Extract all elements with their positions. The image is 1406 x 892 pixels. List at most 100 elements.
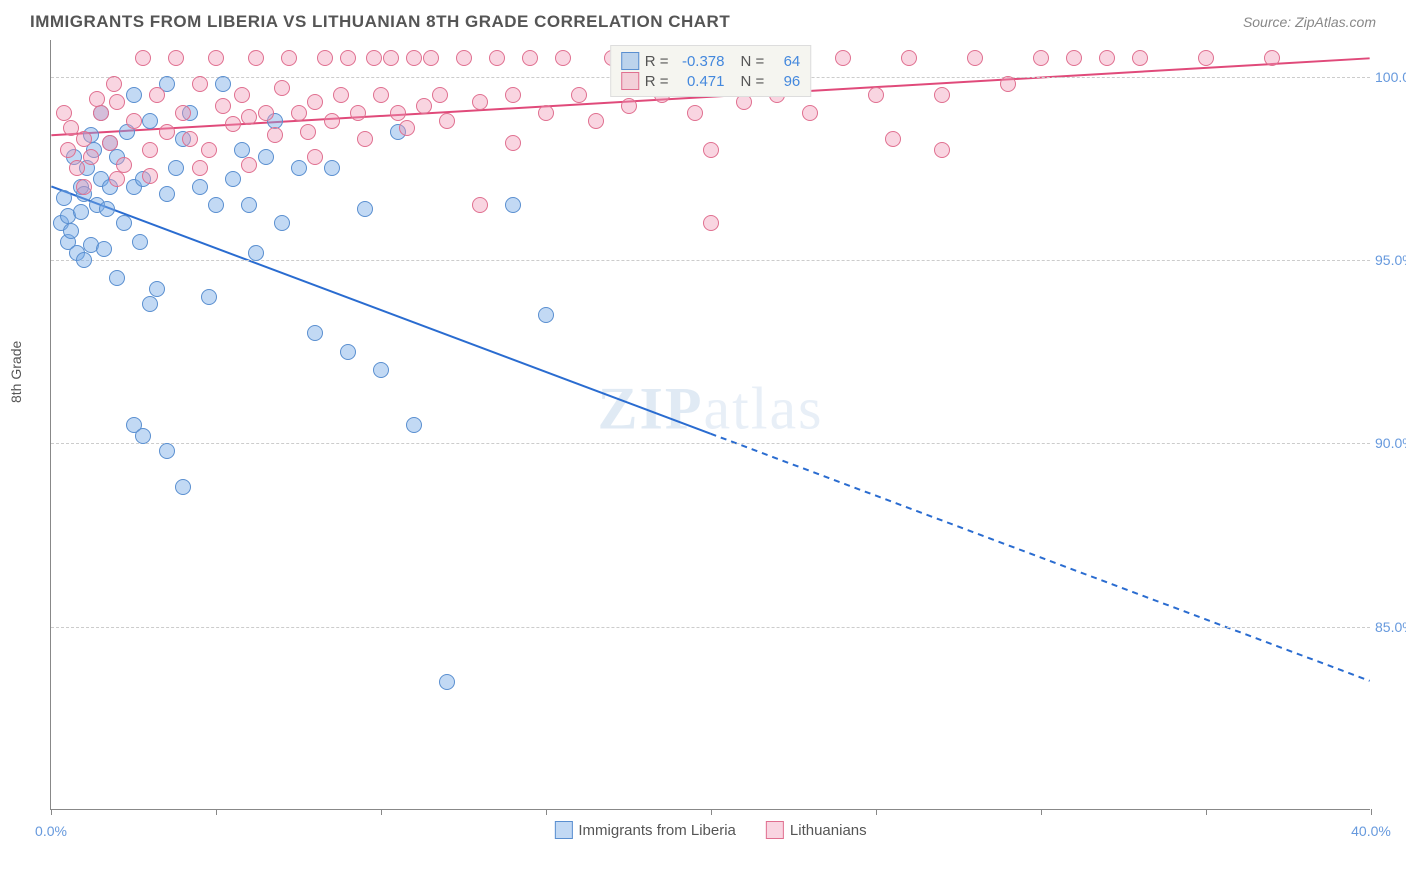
data-point — [373, 362, 389, 378]
data-point — [307, 94, 323, 110]
legend-swatch — [621, 72, 639, 90]
data-point — [703, 215, 719, 231]
y-axis-label: 8th Grade — [8, 340, 24, 402]
data-point — [307, 149, 323, 165]
data-point — [291, 105, 307, 121]
watermark: ZIPatlas — [598, 375, 824, 444]
data-point — [1099, 50, 1115, 66]
data-point — [149, 281, 165, 297]
legend-swatch — [766, 821, 784, 839]
stat-n-value: 96 — [770, 73, 800, 90]
data-point — [142, 113, 158, 129]
data-point — [406, 417, 422, 433]
stat-n-value: 64 — [770, 53, 800, 70]
stat-r-value: -0.378 — [675, 53, 725, 70]
data-point — [76, 179, 92, 195]
data-point — [241, 109, 257, 125]
x-tick — [711, 809, 712, 815]
data-point — [703, 142, 719, 158]
data-point — [241, 157, 257, 173]
legend-swatch — [621, 52, 639, 70]
data-point — [357, 201, 373, 217]
gridline — [51, 627, 1370, 628]
data-point — [307, 325, 323, 341]
data-point — [505, 87, 521, 103]
data-point — [142, 296, 158, 312]
x-tick — [876, 809, 877, 815]
x-tick — [1206, 809, 1207, 815]
y-tick-label: 85.0% — [1375, 619, 1406, 635]
data-point — [1198, 50, 1214, 66]
data-point — [248, 50, 264, 66]
data-point — [687, 105, 703, 121]
data-point — [56, 105, 72, 121]
x-tick-label: 0.0% — [35, 823, 67, 839]
data-point — [489, 50, 505, 66]
data-point — [175, 105, 191, 121]
data-point — [192, 76, 208, 92]
data-point — [538, 307, 554, 323]
data-point — [456, 50, 472, 66]
data-point — [109, 171, 125, 187]
chart-title: IMMIGRANTS FROM LIBERIA VS LITHUANIAN 8T… — [30, 12, 730, 32]
data-point — [159, 443, 175, 459]
data-point — [60, 142, 76, 158]
data-point — [142, 142, 158, 158]
legend-item: Lithuanians — [766, 821, 867, 839]
data-point — [116, 157, 132, 173]
data-point — [934, 87, 950, 103]
data-point — [357, 131, 373, 147]
data-point — [63, 223, 79, 239]
data-point — [416, 98, 432, 114]
stat-n-label: N = — [741, 53, 765, 70]
legend-item: Immigrants from Liberia — [554, 821, 736, 839]
data-point — [340, 344, 356, 360]
y-tick-label: 95.0% — [1375, 252, 1406, 268]
data-point — [390, 105, 406, 121]
data-point — [472, 197, 488, 213]
data-point — [241, 197, 257, 213]
data-point — [83, 149, 99, 165]
data-point — [324, 113, 340, 129]
data-point — [126, 113, 142, 129]
data-point — [350, 105, 366, 121]
data-point — [99, 201, 115, 217]
data-point — [505, 197, 521, 213]
data-point — [234, 87, 250, 103]
data-point — [317, 50, 333, 66]
data-point — [472, 94, 488, 110]
data-point — [1033, 50, 1049, 66]
data-point — [132, 234, 148, 250]
data-point — [432, 87, 448, 103]
data-point — [300, 124, 316, 140]
data-point — [234, 142, 250, 158]
scatter-chart: 8th Grade ZIPatlas 85.0%90.0%95.0%100.0%… — [50, 40, 1370, 810]
data-point — [215, 98, 231, 114]
y-tick-label: 90.0% — [1375, 435, 1406, 451]
data-point — [192, 179, 208, 195]
data-point — [225, 116, 241, 132]
data-point — [406, 50, 422, 66]
bottom-legend: Immigrants from Liberia Lithuanians — [554, 821, 866, 839]
data-point — [192, 160, 208, 176]
data-point — [324, 160, 340, 176]
gridline — [51, 260, 1370, 261]
data-point — [149, 87, 165, 103]
x-tick — [381, 809, 382, 815]
data-point — [109, 270, 125, 286]
data-point — [1000, 76, 1016, 92]
data-point — [1264, 50, 1280, 66]
data-point — [366, 50, 382, 66]
data-point — [142, 168, 158, 184]
data-point — [505, 135, 521, 151]
data-point — [168, 160, 184, 176]
data-point — [340, 50, 356, 66]
data-point — [56, 190, 72, 206]
stats-legend-row: R = 0.471 N = 96 — [621, 72, 801, 90]
data-point — [76, 252, 92, 268]
data-point — [168, 50, 184, 66]
data-point — [201, 289, 217, 305]
data-point — [69, 160, 85, 176]
data-point — [885, 131, 901, 147]
data-point — [802, 105, 818, 121]
